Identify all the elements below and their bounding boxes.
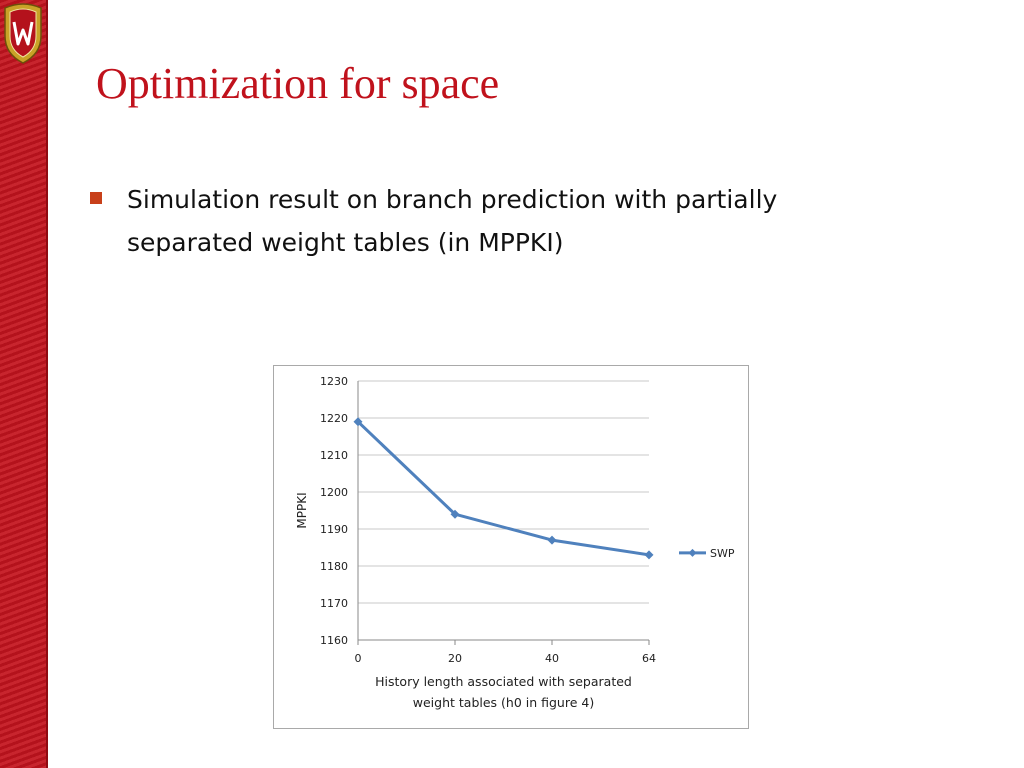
y-axis-label: MPPKI (295, 492, 309, 528)
bullet-marker (90, 192, 102, 204)
x-tick-label: 40 (545, 652, 559, 665)
line-chart: 1160 1170 1180 1190 1200 1210 1220 1230 0 20 40 64 H… (295, 375, 735, 710)
legend-label: SWP (710, 547, 735, 560)
y-tick-label: 1220 (320, 412, 348, 425)
data-point-marker (547, 535, 557, 545)
y-tick-label: 1160 (320, 634, 348, 647)
chart-frame: 1160 1170 1180 1190 1200 1210 1220 1230 0 20 40 64 H… (273, 365, 749, 729)
x-axis-label: weight tables (h0 in figure 4) (413, 695, 594, 710)
y-tick-label: 1200 (320, 486, 348, 499)
y-tick-label: 1230 (320, 375, 348, 388)
bullet-text: Simulation result on branch prediction w… (127, 185, 778, 257)
y-tick-label: 1190 (320, 523, 348, 536)
x-axis-label: History length associated with separated (375, 674, 632, 689)
series-line (356, 420, 650, 557)
x-tick-label: 64 (642, 652, 656, 665)
y-tick-label: 1170 (320, 597, 348, 610)
data-point-marker (644, 550, 654, 560)
side-band-edge (46, 0, 48, 768)
x-tick-label: 20 (448, 652, 462, 665)
data-point-marker (353, 417, 363, 427)
slide-title: Optimization for space (96, 59, 500, 108)
y-tick-label: 1180 (320, 560, 348, 573)
data-point-marker (450, 509, 460, 519)
x-tick-label: 0 (355, 652, 362, 665)
side-band (0, 0, 46, 768)
university-crest-icon (4, 3, 42, 64)
legend-marker (688, 548, 697, 557)
y-tick-label: 1210 (320, 449, 348, 462)
